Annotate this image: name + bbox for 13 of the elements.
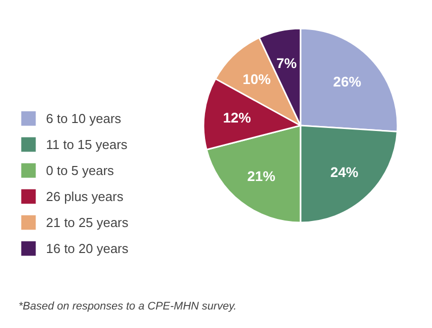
data-label: 21%	[247, 168, 276, 184]
text: *Based on responses to a CPE-MHN survey.	[18, 300, 237, 312]
data-label: 10%	[242, 70, 272, 87]
legend-label: 6 to 10 years	[46, 110, 122, 126]
data-label: 12%	[222, 109, 252, 126]
legend-label: 26 plus years	[46, 188, 124, 204]
legend-label: 21 to 25 years	[46, 214, 128, 230]
legend-label: 11 to 15 years	[46, 136, 128, 152]
legend-label: 0 to 5 years	[46, 162, 114, 178]
data-label: 24%	[330, 164, 359, 180]
legend-label: 16 to 20 years	[46, 240, 128, 256]
data-label: 26%	[333, 74, 362, 90]
data-label: 7%	[276, 55, 298, 72]
